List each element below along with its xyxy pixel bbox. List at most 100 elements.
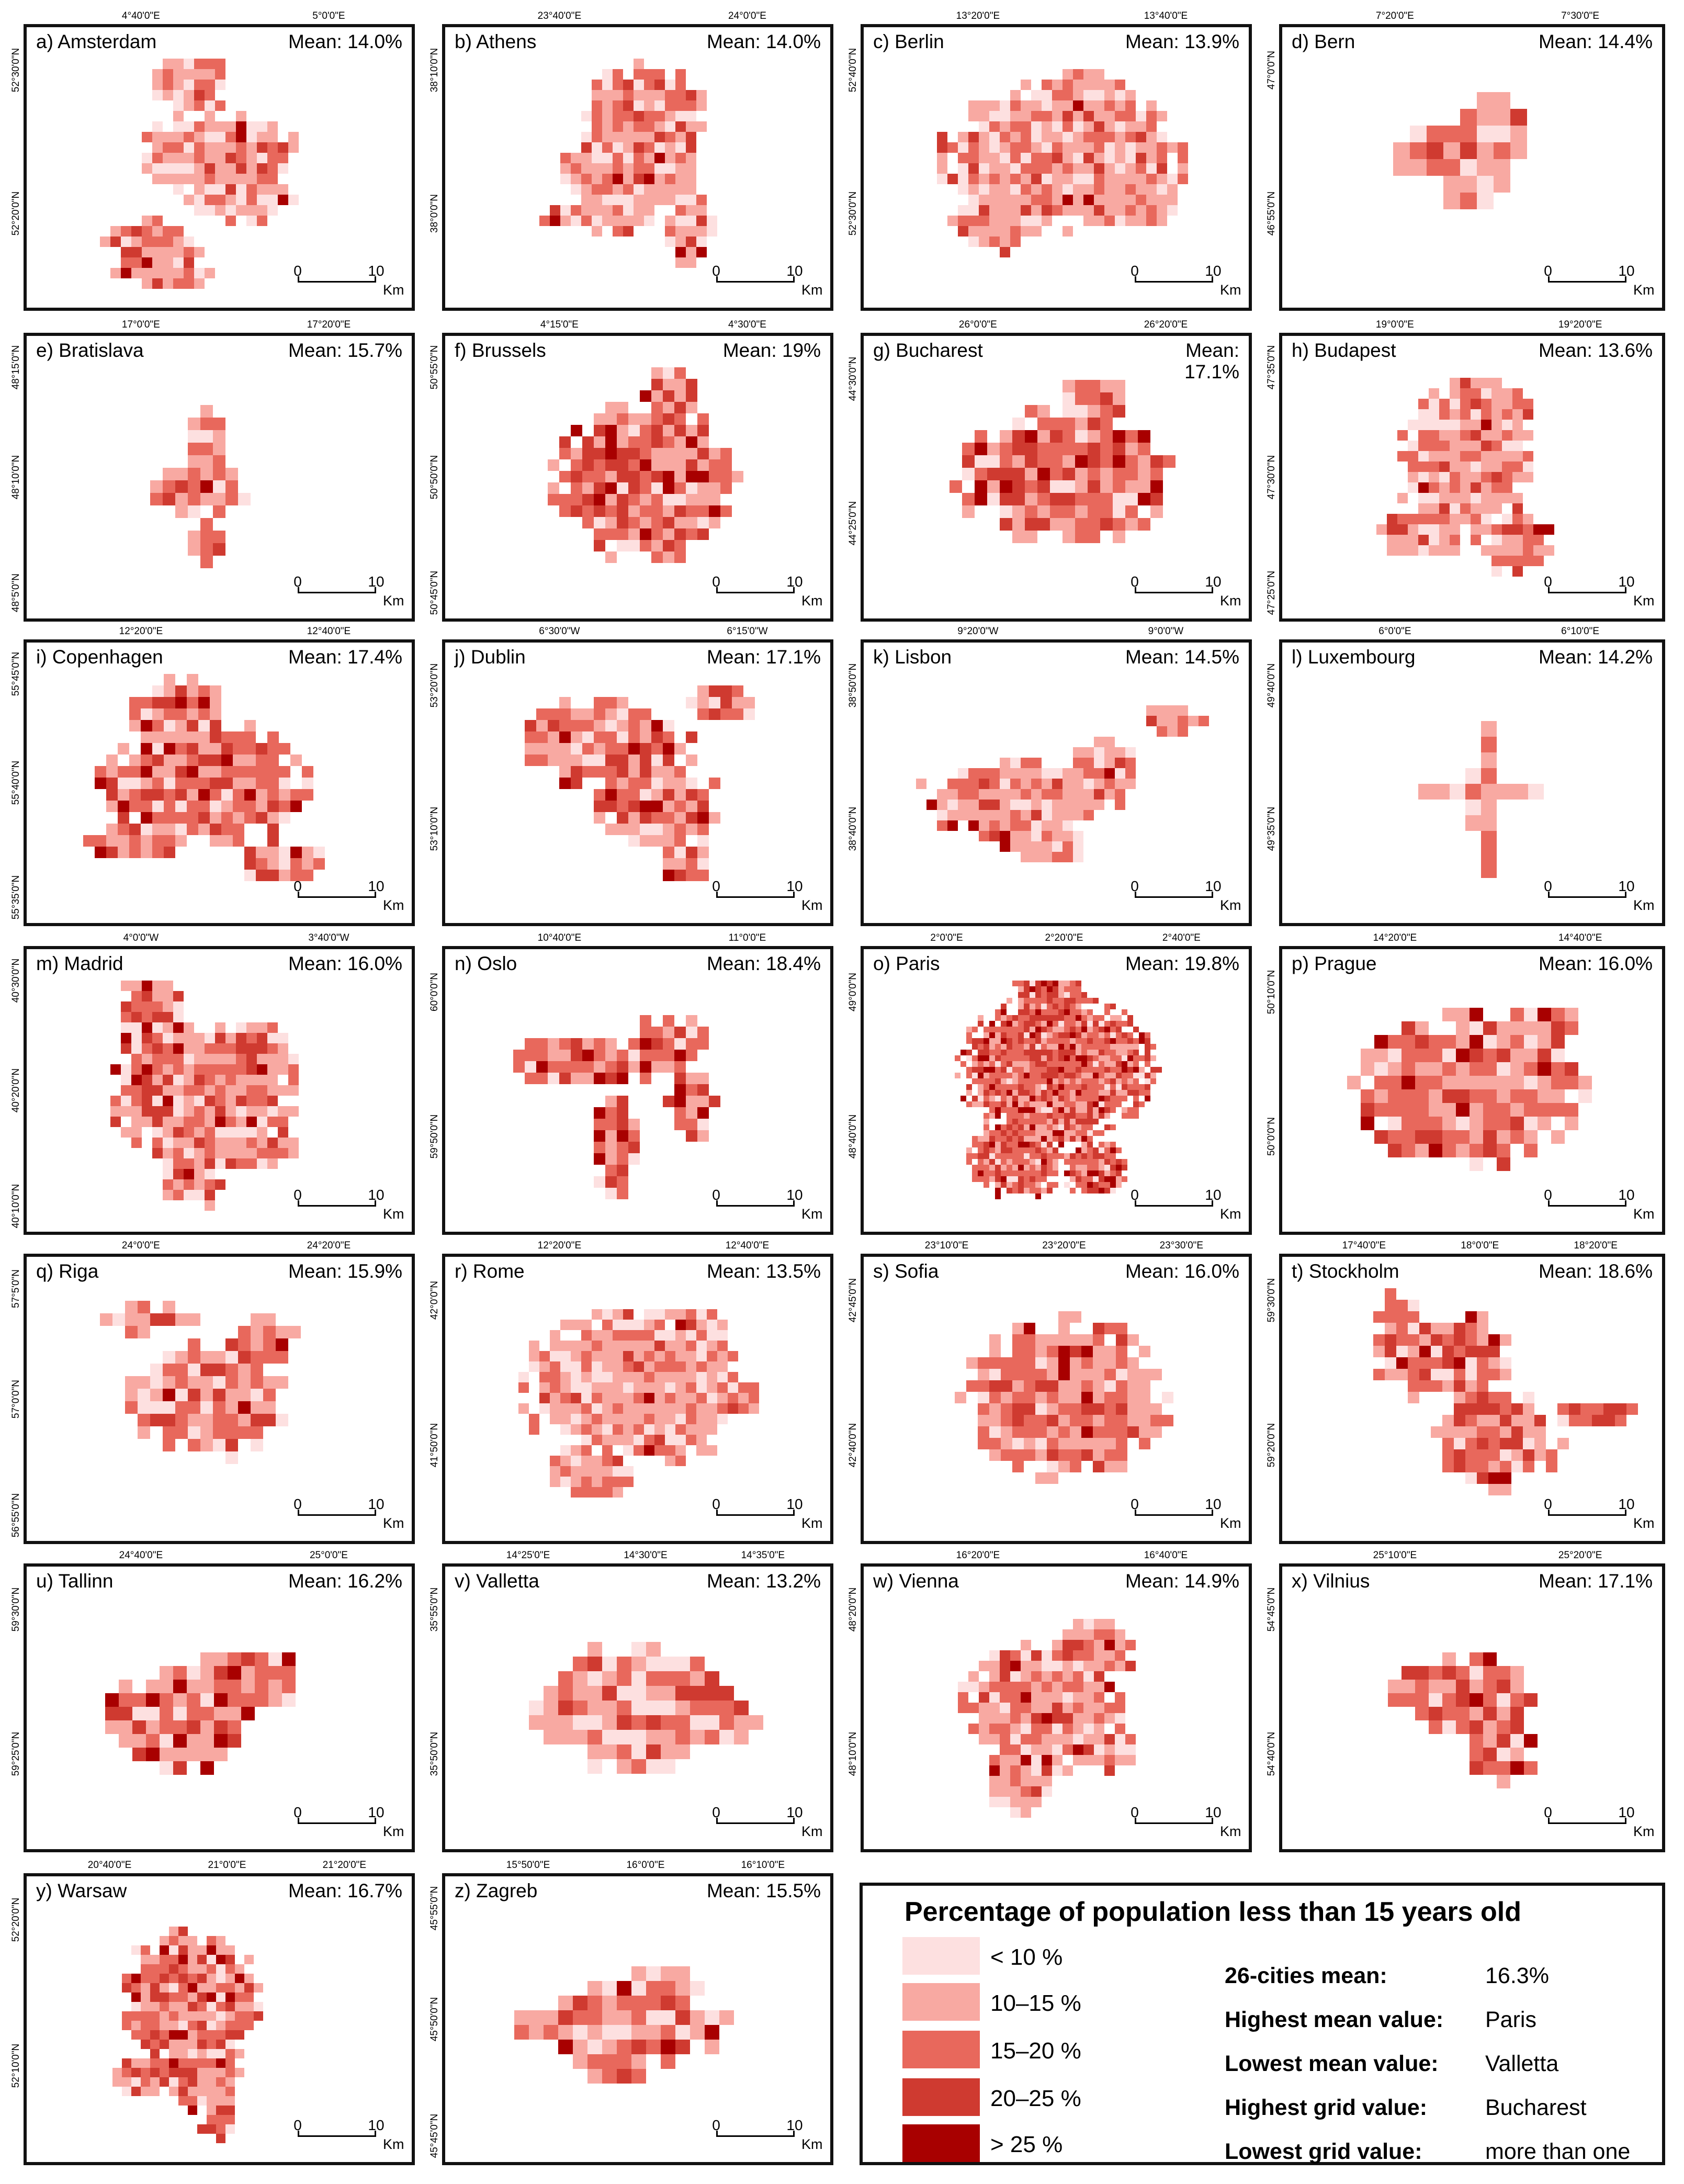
grid-cell [602,163,613,174]
grid-cell [1127,1044,1133,1050]
grid-cell [640,517,651,528]
grid-cell [1064,1136,1070,1142]
map-panel-luxembourg: l) Luxembourg Mean: 14.2% 0 10 Km [1279,639,1665,926]
grid-cell [617,1759,631,1774]
grid-cell [1385,1369,1396,1380]
grid-cell [663,824,674,835]
grid-cell [1488,1392,1500,1403]
grid-cell [163,80,173,90]
grid-cell [1035,1472,1047,1484]
grid-cell [1470,1748,1483,1761]
grid-cell [1058,1449,1070,1461]
grid-cell [164,731,175,743]
grid-cell [613,1341,623,1351]
grid-cell [628,755,640,766]
grid-cell [663,367,674,379]
grid-cell [1035,1009,1041,1015]
grid-cell [1125,518,1138,531]
longitude-label: 6°15'0"W [727,626,768,637]
latitude-label: 41°50'0"N [429,1423,440,1468]
grid-cell [613,216,623,226]
grid-cell [1073,768,1083,779]
scale-bar: 0 10 Km [293,263,404,298]
grid-cell [1081,1055,1087,1061]
grid-cell [255,1693,268,1707]
grid-cell [613,1435,623,1445]
city-raster [539,59,717,268]
grid-cell [200,1376,213,1389]
grid-cell [582,448,594,459]
grid-cell [1512,545,1523,556]
grid-cell [1024,1165,1030,1170]
grid-cell [152,801,164,812]
grid-cell [197,1974,207,1983]
grid-cell [263,1401,276,1414]
grid-cell [605,1119,617,1130]
grid-cell [979,1661,989,1671]
grid-cell [1058,1078,1064,1084]
grid-cell [628,789,640,801]
grid-cell [1018,1015,1024,1021]
grid-cell [1465,1392,1477,1403]
grid-cell [121,1106,131,1117]
grid-cell [1127,1073,1133,1078]
grid-cell [1524,1103,1538,1117]
grid-cell [175,812,187,824]
grid-cell [1510,1761,1524,1775]
grid-cell [1058,1130,1064,1136]
grid-cell [1133,1113,1139,1119]
grid-cell [1083,121,1094,132]
scale-bar-unit: Km [801,593,823,609]
grid-cell [571,755,582,766]
grid-cell [558,1701,573,1715]
city-raster [1376,378,1554,577]
grid-cell [1104,1147,1110,1153]
grid-cell [937,789,947,800]
grid-cell [1157,184,1167,195]
grid-cell [1012,1188,1018,1194]
grid-cell [1012,1044,1018,1050]
grid-cell [1483,1666,1497,1680]
grid-cell [1460,126,1477,142]
grid-cell [628,812,640,824]
grid-cell [205,1054,215,1064]
grid-cell [131,1127,142,1138]
grid-cell [989,163,1000,174]
grid-cell [1139,1055,1145,1061]
grid-cell [1052,841,1063,852]
grid-cell [225,163,236,174]
grid-cell [216,2011,225,2021]
grid-cell [194,163,205,174]
grid-cell [989,1136,995,1142]
grid-cell [1125,163,1136,174]
latitude-label: 59°30'0"N [1266,1278,1277,1323]
grid-cell [1393,142,1410,159]
grid-cell [225,1085,236,1096]
grid-cell [1470,1734,1483,1748]
latitude-label: 59°20'0"N [1266,1423,1277,1468]
grid-cell [215,1138,225,1148]
grid-cell [536,755,548,766]
grid-cell [1125,480,1138,493]
grid-cell [200,443,213,455]
grid-cell [1450,430,1460,441]
latitude-label: 57°5'0"N [10,1269,21,1308]
grid-cell [995,1015,1001,1021]
grid-cell [225,121,236,132]
grid-cell [1087,1055,1093,1061]
scale-bar-zero: 0 [293,263,302,279]
grid-cell [1058,1461,1070,1472]
grid-cell [200,543,213,556]
grid-cell [1104,111,1115,121]
grid-cell [1000,1703,1010,1713]
grid-cell [100,1313,112,1326]
grid-cell [1502,524,1512,535]
grid-cell [1418,545,1429,556]
grid-cell [150,2068,160,2077]
grid-cell [152,268,163,278]
longitude-label: 14°25'0"E [506,1550,550,1561]
grid-cell [734,1730,749,1744]
grid-cell [1146,142,1157,153]
grid-cell [989,1130,995,1136]
grid-cell [1115,779,1125,789]
